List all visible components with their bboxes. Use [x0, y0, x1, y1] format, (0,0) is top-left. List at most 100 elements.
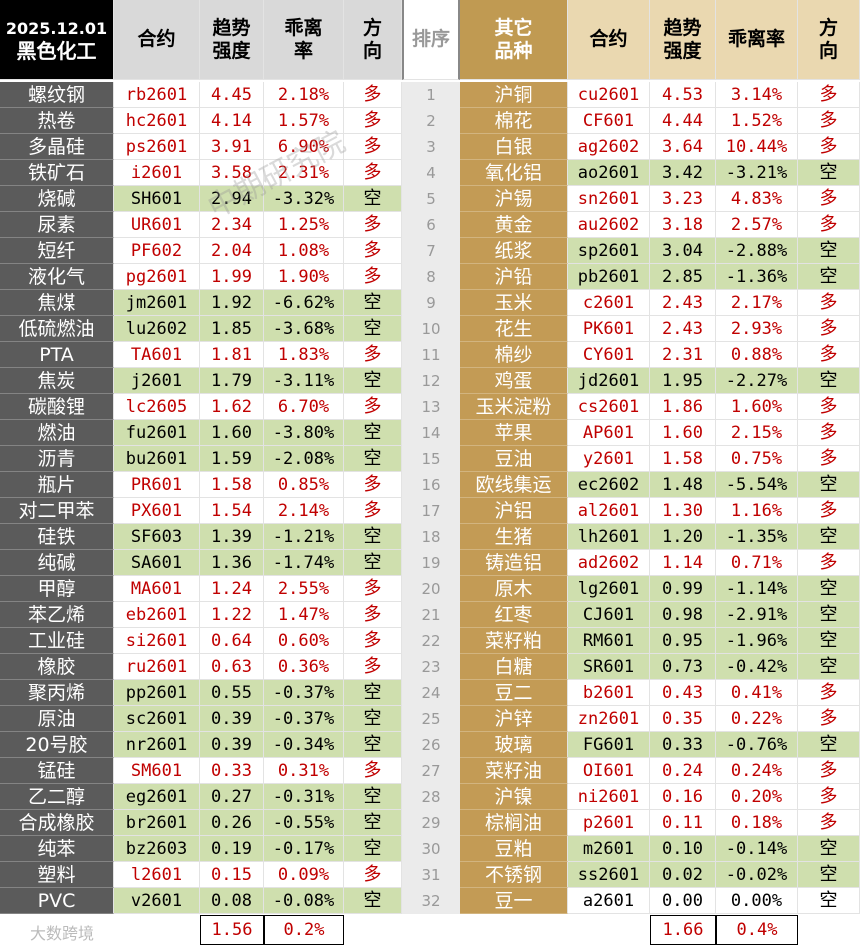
rank: 17: [402, 498, 460, 524]
trend-strength: 2.43: [650, 316, 716, 342]
product-name: 橡胶: [0, 654, 114, 680]
contract: CF601: [568, 108, 650, 134]
date: 2025.12.01: [5, 18, 108, 38]
product-name: 多晶硅: [0, 134, 114, 160]
trend-strength: 4.14: [200, 108, 264, 134]
trend-strength: 0.98: [650, 602, 716, 628]
product-name: 玉米: [460, 290, 568, 316]
bias-rate: 0.41%: [716, 680, 798, 706]
product-name: 原木: [460, 576, 568, 602]
product-name: 沪铅: [460, 264, 568, 290]
product-name: 黄金: [460, 212, 568, 238]
direction: 多: [344, 472, 402, 498]
bias-rate: -0.17%: [264, 836, 344, 862]
bias-rate: -2.88%: [716, 238, 798, 264]
direction: 空: [798, 862, 860, 888]
rank: 27: [402, 758, 460, 784]
product-name: 甲醇: [0, 576, 114, 602]
product-name: 液化气: [0, 264, 114, 290]
bias-rate: -0.37%: [264, 706, 344, 732]
product-name: 不锈钢: [460, 862, 568, 888]
bias-rate: -1.96%: [716, 628, 798, 654]
left-group-header: 2025.12.01 黑色化工: [0, 0, 114, 80]
contract: pg2601: [114, 264, 200, 290]
contract: bz2603: [114, 836, 200, 862]
bias-rate: 2.18%: [264, 82, 344, 108]
trend-strength: 0.24: [650, 758, 716, 784]
bias-rate: 0.88%: [716, 342, 798, 368]
rank: 31: [402, 862, 460, 888]
direction: 多: [798, 394, 860, 420]
contract: ao2601: [568, 160, 650, 186]
contract: FG601: [568, 732, 650, 758]
product-name: 沪铜: [460, 82, 568, 108]
direction: 多: [344, 160, 402, 186]
trend-strength: 1.95: [650, 368, 716, 394]
contract: br2601: [114, 810, 200, 836]
contract: CY601: [568, 342, 650, 368]
column-header: 合约: [568, 0, 650, 80]
contract: sc2601: [114, 706, 200, 732]
bias-rate: 1.90%: [264, 264, 344, 290]
contract: CJ601: [568, 602, 650, 628]
rank: 13: [402, 394, 460, 420]
product-name: 合成橡胶: [0, 810, 114, 836]
bias-rate: 10.44%: [716, 134, 798, 160]
rank: 6: [402, 212, 460, 238]
trend-strength: 0.15: [200, 862, 264, 888]
bias-rate: -3.32%: [264, 186, 344, 212]
bias-rate: 6.70%: [264, 394, 344, 420]
direction: 多: [798, 706, 860, 732]
trend-strength: 0.95: [650, 628, 716, 654]
trend-strength: 2.43: [650, 290, 716, 316]
trend-strength: 2.94: [200, 186, 264, 212]
direction: 空: [344, 290, 402, 316]
contract: ru2601: [114, 654, 200, 680]
direction: 空: [798, 602, 860, 628]
bias-rate: 0.18%: [716, 810, 798, 836]
bias-rate: -2.27%: [716, 368, 798, 394]
product-name: 低硫燃油: [0, 316, 114, 342]
rank: 7: [402, 238, 460, 264]
product-name: 玻璃: [460, 732, 568, 758]
product-name: 玉米淀粉: [460, 394, 568, 420]
product-name: 热卷: [0, 108, 114, 134]
rank: 2: [402, 108, 460, 134]
contract: nr2601: [114, 732, 200, 758]
contract: y2601: [568, 446, 650, 472]
product-name: 苹果: [460, 420, 568, 446]
direction: 空: [344, 368, 402, 394]
bias-rate: 0.75%: [716, 446, 798, 472]
bias-rate: -1.36%: [716, 264, 798, 290]
direction: 多: [344, 628, 402, 654]
trend-strength: 2.85: [650, 264, 716, 290]
contract: si2601: [114, 628, 200, 654]
contract: l2601: [114, 862, 200, 888]
trend-strength: 0.73: [650, 654, 716, 680]
product-name: 菜籽油: [460, 758, 568, 784]
product-name: 花生: [460, 316, 568, 342]
direction: 空: [344, 784, 402, 810]
bias-rate: 0.60%: [264, 628, 344, 654]
contract: SH601: [114, 186, 200, 212]
trend-strength: 4.44: [650, 108, 716, 134]
trend-strength: 0.16: [650, 784, 716, 810]
contract: PK601: [568, 316, 650, 342]
direction: 空: [344, 888, 402, 914]
column-header: 乖离率: [264, 0, 344, 80]
direction: 空: [344, 810, 402, 836]
product-name: 纯碱: [0, 550, 114, 576]
rank: 26: [402, 732, 460, 758]
contract: cs2601: [568, 394, 650, 420]
product-name: 碳酸锂: [0, 394, 114, 420]
bias-rate: 6.90%: [264, 134, 344, 160]
product-name: 锰硅: [0, 758, 114, 784]
trend-strength: 3.58: [200, 160, 264, 186]
trend-strength: 1.14: [650, 550, 716, 576]
product-name: 螺纹钢: [0, 82, 114, 108]
product-name: 沪锌: [460, 706, 568, 732]
direction: 多: [798, 82, 860, 108]
bias-rate: 1.16%: [716, 498, 798, 524]
rank: 20: [402, 576, 460, 602]
trend-strength: 0.35: [650, 706, 716, 732]
